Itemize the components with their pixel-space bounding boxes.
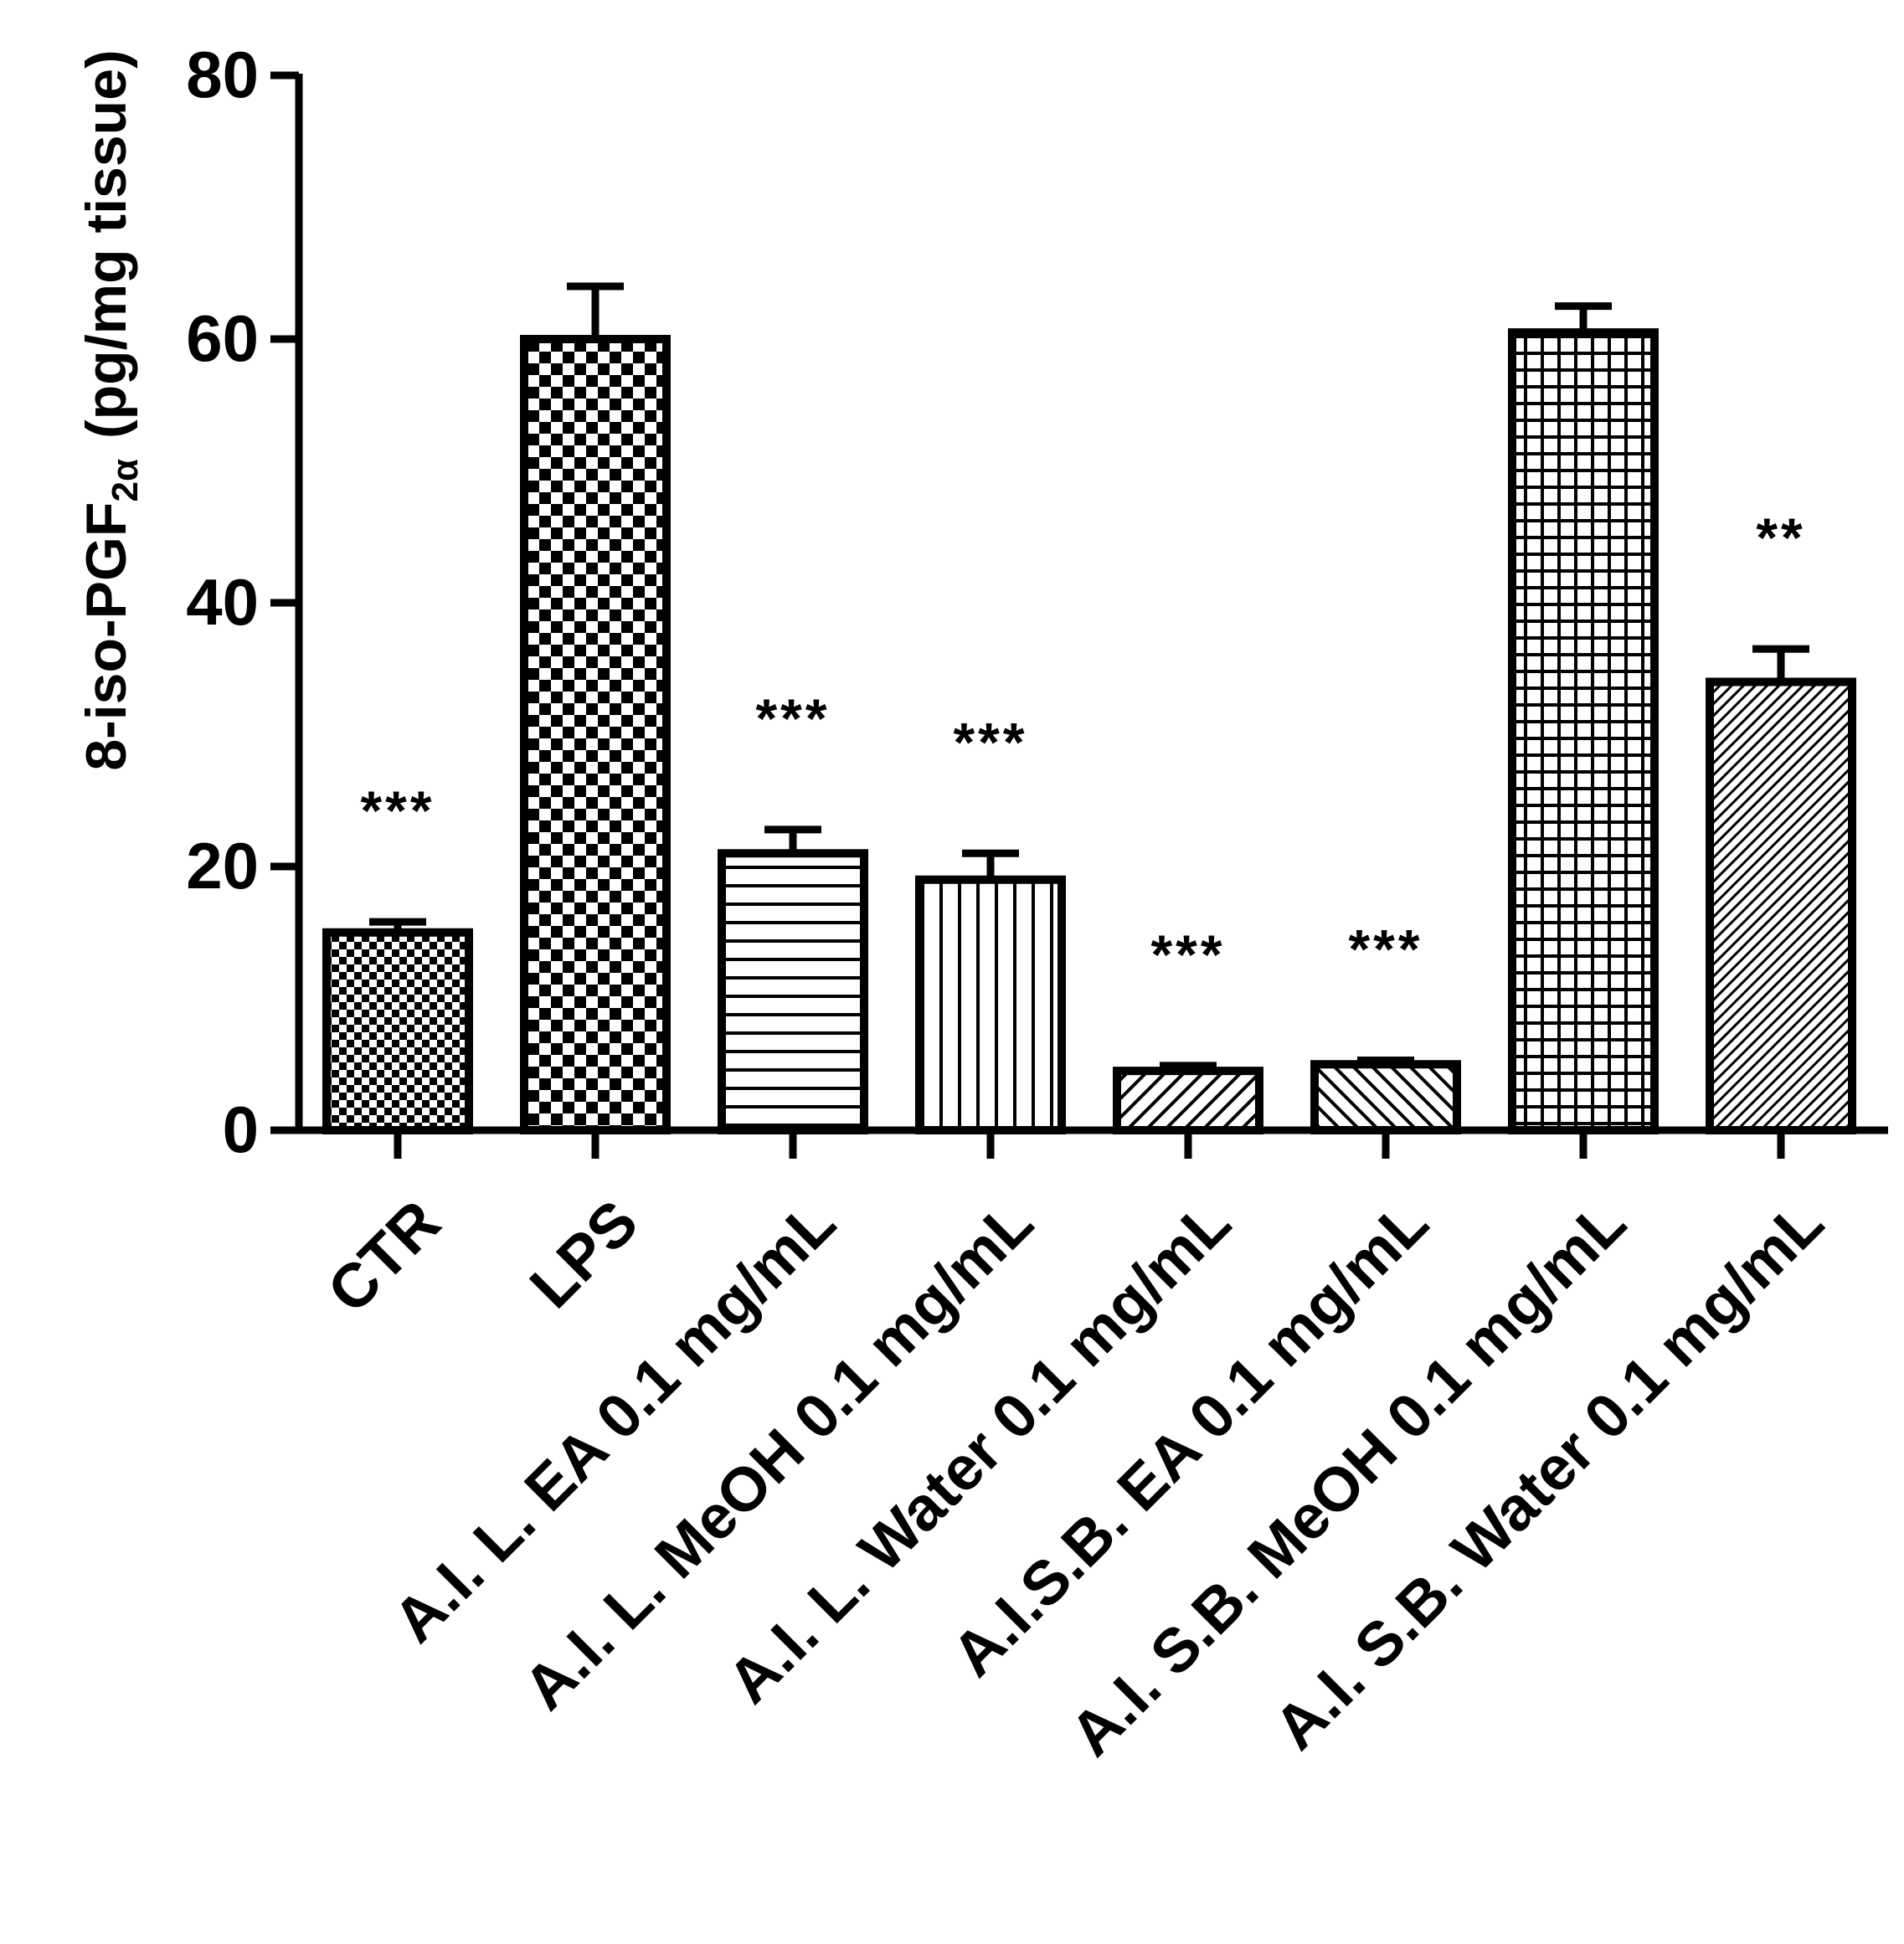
y-tick-label: 40 xyxy=(186,565,259,639)
y-tick-label: 20 xyxy=(186,829,259,903)
bar xyxy=(1508,328,1659,1134)
bar xyxy=(915,875,1066,1134)
y-tick-label: 80 xyxy=(186,38,259,111)
bar xyxy=(1113,1067,1263,1134)
y-tick-label: 60 xyxy=(186,301,259,375)
y-axis-label-main: 8-iso-PGF xyxy=(75,502,138,771)
significance-label: *** xyxy=(1150,923,1225,985)
significance-label: ** xyxy=(1756,507,1805,568)
bar xyxy=(520,335,671,1134)
y-tick-label: 0 xyxy=(223,1093,259,1166)
svg-text:8-iso-PGF2α(pg/mg tissue): 8-iso-PGF2α (pg/mg tissue) xyxy=(75,49,146,770)
y-axis-label: 8-iso-PGF2α (pg/mg tissue) xyxy=(75,49,146,770)
significance-label: *** xyxy=(755,687,830,749)
significance-label: *** xyxy=(953,711,1027,773)
significance-label: *** xyxy=(360,779,435,841)
y-ticks: 0 20 40 60 80 xyxy=(186,38,299,1166)
x-tick-label: CTR xyxy=(314,1187,453,1326)
x-tick-label: LPS xyxy=(517,1187,651,1321)
bar xyxy=(718,849,868,1134)
bar xyxy=(1310,1060,1461,1134)
bar xyxy=(1706,677,1856,1134)
significance-label: *** xyxy=(1348,918,1423,980)
y-axis-label-subscript: 2α xyxy=(105,459,146,502)
bars: ****** ****** ***** xyxy=(322,282,1856,1134)
y-axis-label-unit: (pg/mg tissue) xyxy=(75,49,138,439)
bar xyxy=(322,928,473,1134)
